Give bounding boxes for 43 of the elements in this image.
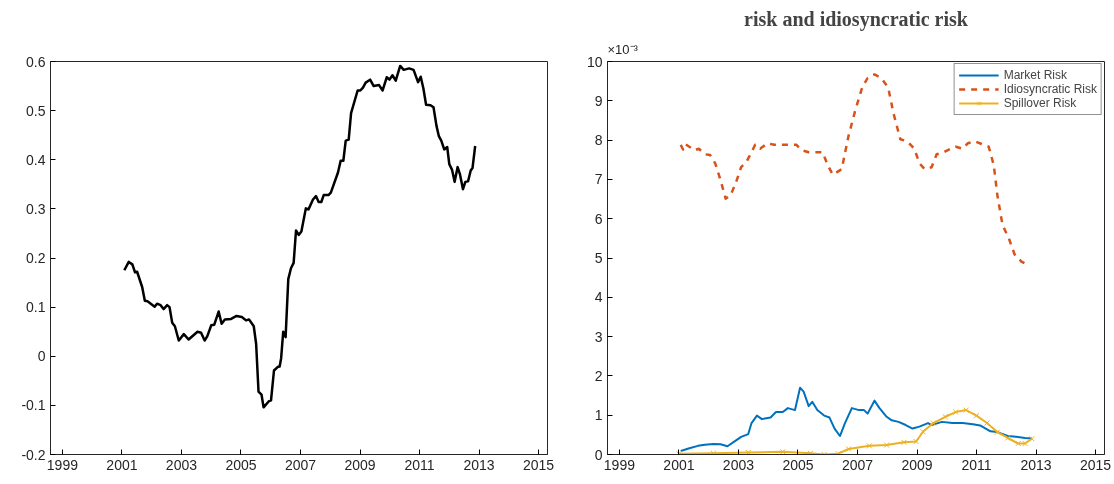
y-tick-label: 4 [594, 289, 603, 306]
y-tick-label: 0.3 [26, 200, 46, 217]
y-tick-label: 0.1 [26, 299, 46, 316]
y-tick-label: 0.2 [26, 250, 46, 266]
y-tick-label: 0 [594, 446, 603, 463]
x-tick-label: 2009 [344, 456, 376, 473]
y-tick-label: 0.6 [26, 53, 46, 70]
x-tick-label: 2011 [404, 456, 435, 473]
y-tick-label: 0 [37, 348, 46, 365]
y-tick-label: 0.4 [26, 151, 46, 168]
x-tick-label: 2007 [841, 456, 874, 473]
legend-label: Market Risk [1003, 68, 1067, 82]
y-tick-label: -0.1 [21, 397, 46, 414]
x-tick-label: 2011 [961, 456, 992, 473]
x-tick-label: 2003 [165, 456, 198, 473]
x-tick-label: 2001 [106, 456, 138, 473]
x-tick-label: 2015 [1080, 456, 1112, 473]
x-tick-label: 1999 [603, 456, 636, 473]
y-tick-label: 3 [594, 328, 603, 345]
x-tick-label: 2013 [1020, 456, 1052, 473]
x-tick-label: 2005 [225, 456, 257, 473]
legend-label: Idiosyncratic Risk [1003, 82, 1097, 96]
y-tick-label: 10 [586, 53, 603, 70]
x-tick-label: 2001 [663, 456, 695, 473]
y-tick-label: 7 [594, 171, 603, 188]
y-tick-label: 1 [594, 407, 603, 424]
x-tick-label: 2003 [722, 456, 755, 473]
x-tick-label: 2015 [523, 456, 555, 473]
y-tick-label: 5 [594, 250, 603, 266]
x-tick-label: 1999 [46, 456, 79, 473]
y-tick-label: 6 [594, 210, 603, 227]
chart-title: risk and idiosyncratic risk [744, 7, 969, 31]
legend-label: Spillover Risk [1003, 96, 1077, 110]
y-tick-label: 0.5 [26, 102, 46, 119]
y-tick-label: 8 [594, 132, 603, 149]
y-tick-label: 2 [594, 367, 603, 384]
y-tick-label: 9 [594, 92, 603, 109]
x-tick-label: 2005 [782, 456, 814, 473]
x-tick-label: 2009 [901, 456, 933, 473]
x-tick-label: 2007 [284, 456, 317, 473]
y-tick-label: -0.2 [21, 446, 46, 463]
x-tick-label: 2013 [463, 456, 495, 473]
text: ×10⁻³ [607, 41, 639, 57]
